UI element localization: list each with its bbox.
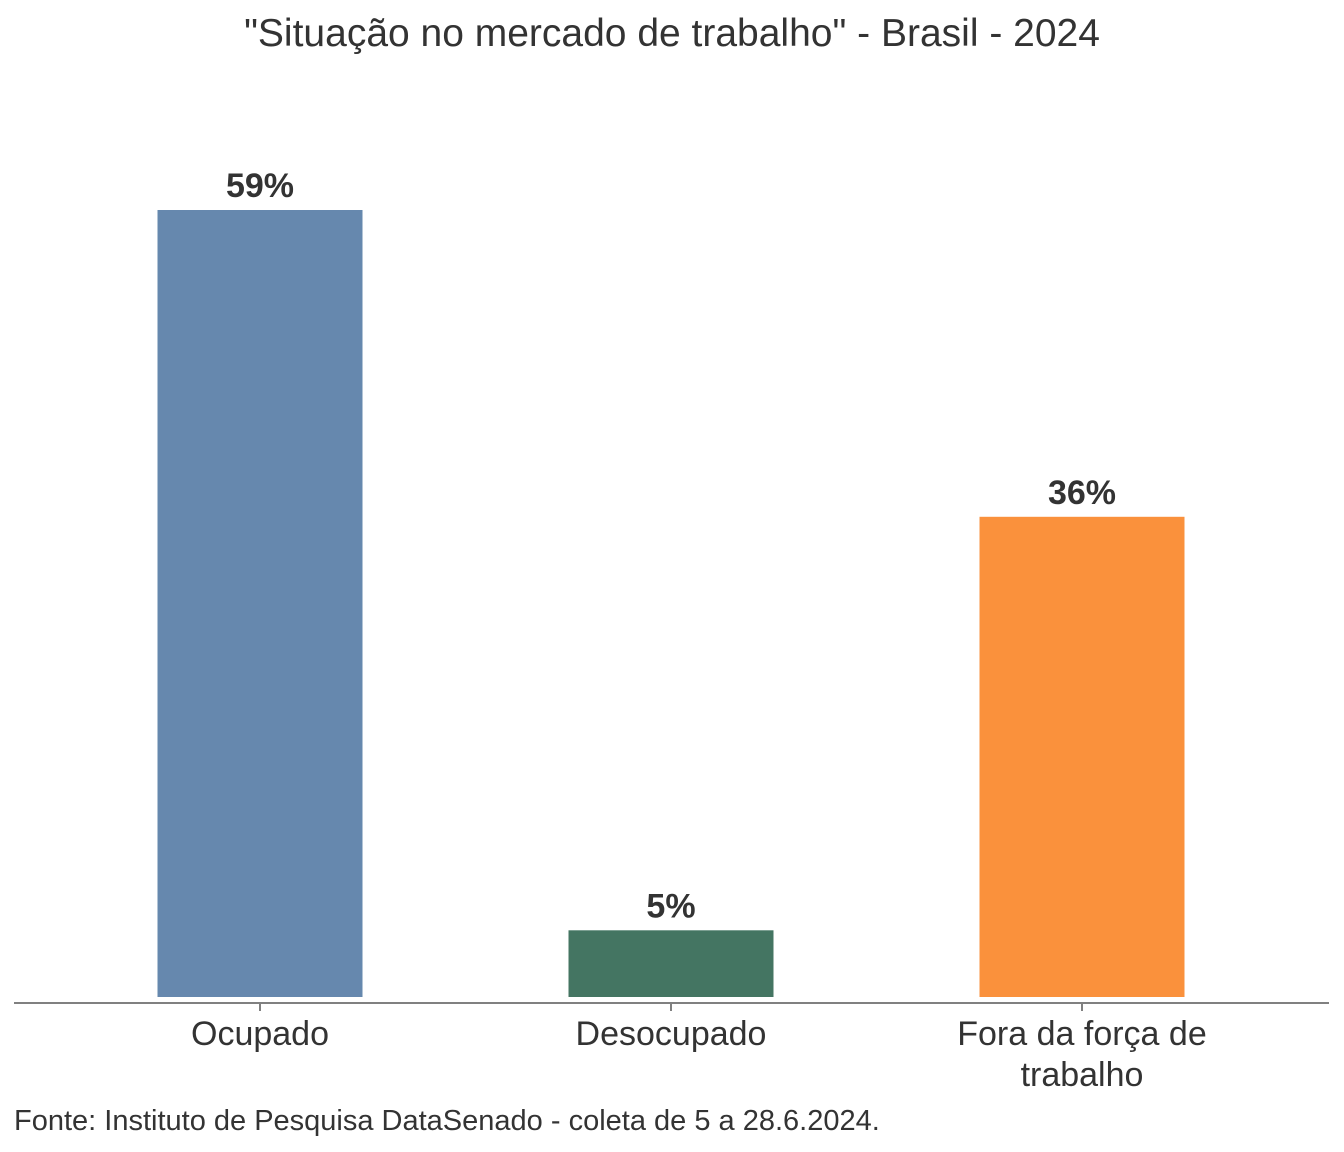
x-axis-ticks — [259, 1003, 1083, 1011]
x-tick-label-desocupado: Desocupado — [576, 1015, 767, 1053]
chart-title: "Situação no mercado de trabalho" - Bras… — [244, 12, 1100, 55]
x-tick-label-ocupado: Ocupado — [191, 1015, 329, 1053]
bar-fora-da-forca-de-trabalho — [979, 516, 1185, 997]
value-label-desocupado: 5% — [646, 887, 695, 925]
x-axis-tick-labels: Ocupado Desocupado Fora da força de trabalh… — [191, 1015, 1207, 1094]
x-tick-label-line: Ocupado — [191, 1015, 329, 1053]
x-tick-label-line: Desocupado — [576, 1015, 767, 1053]
x-tick-label-fora-da-forca-de-trabalho: Fora da força de trabalho — [957, 1015, 1206, 1094]
value-labels-group: 59% 5% 36% — [226, 167, 1116, 925]
bar-ocupado — [157, 210, 363, 997]
value-label-ocupado: 59% — [226, 167, 294, 205]
x-tick-label-line: trabalho — [1021, 1056, 1144, 1094]
bar-desocupado — [568, 930, 774, 997]
x-tick-label-line: Fora da força de — [957, 1015, 1206, 1053]
value-label-fora-da-forca-de-trabalho: 36% — [1048, 474, 1116, 512]
bars-group — [157, 210, 1185, 997]
source-note: Fonte: Instituto de Pesquisa DataSenado … — [14, 1105, 880, 1137]
